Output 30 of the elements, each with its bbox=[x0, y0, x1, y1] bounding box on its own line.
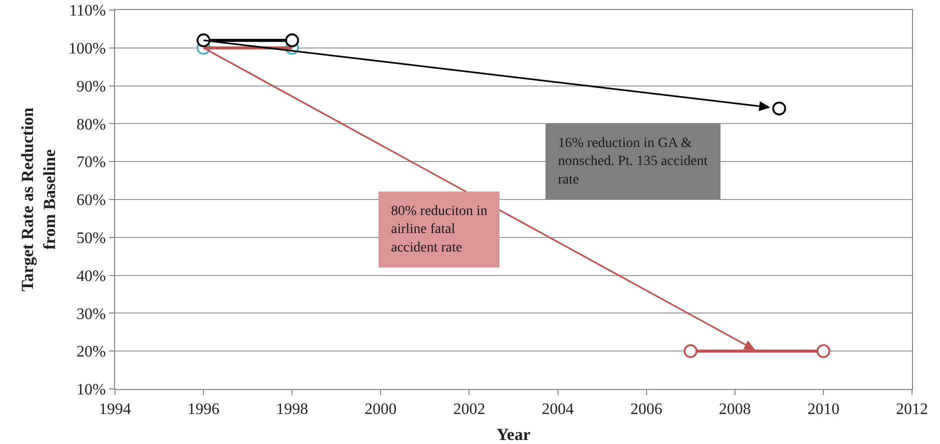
y-tick-label: 20% bbox=[76, 344, 106, 361]
x-tick-label: 2002 bbox=[453, 401, 486, 418]
point bbox=[196, 33, 210, 48]
x-axis-title: Year bbox=[496, 425, 531, 444]
y-axis-title: Target Rate as Reduction from Baseline bbox=[18, 106, 60, 292]
y-tick-label: 30% bbox=[76, 306, 106, 323]
x-tick-label: 1998 bbox=[276, 401, 308, 418]
point bbox=[285, 33, 300, 48]
y-tick-label: 100% bbox=[68, 40, 106, 58]
y-tick-label: 80% bbox=[76, 116, 106, 134]
x-tick-label: 1996 bbox=[188, 401, 220, 418]
y-tick-label: 40% bbox=[76, 268, 106, 285]
x-tick-label: 2008 bbox=[718, 401, 751, 418]
y-tick-label: 70% bbox=[76, 154, 106, 172]
annotation: 80% reduciton in airline fatal accident rate bbox=[391, 204, 488, 256]
x-tick-label: 2010 bbox=[807, 401, 840, 418]
x-tick-label: 2006 bbox=[630, 401, 662, 418]
point bbox=[684, 344, 698, 358]
x-tick-label: 2004 bbox=[542, 401, 574, 418]
point bbox=[816, 344, 830, 358]
point bbox=[772, 102, 786, 116]
x-tick-label: 1994 bbox=[99, 401, 131, 418]
y-tick-label: 50% bbox=[76, 230, 106, 247]
y-tick-label: 110% bbox=[69, 2, 106, 20]
x-tick-label: 2000 bbox=[364, 401, 397, 418]
x-tick-label: 2012 bbox=[896, 401, 928, 418]
y-tick-label: 10% bbox=[76, 382, 106, 399]
annotation: 16% reduction in GA & nonsched. Pt. 135 accident rate bbox=[558, 136, 708, 188]
y-tick-label: 60% bbox=[76, 192, 106, 210]
y-tick-label: 90% bbox=[76, 78, 106, 96]
